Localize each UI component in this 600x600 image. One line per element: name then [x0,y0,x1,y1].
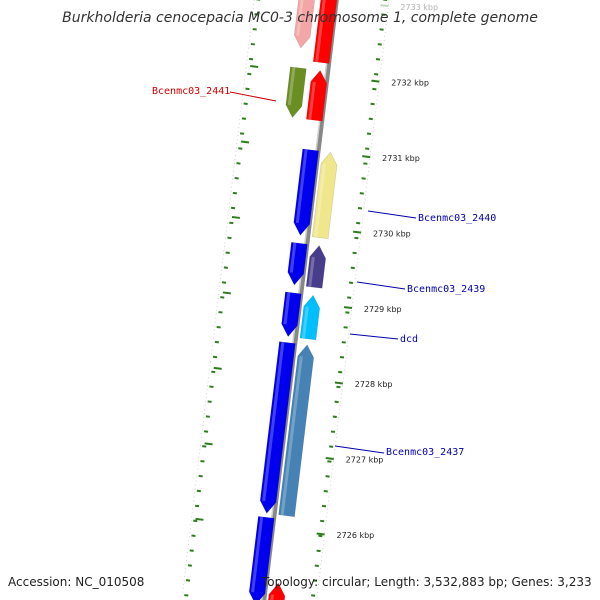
gene-feature-khaki [311,151,338,240]
gene-feature-blue-long [259,341,296,514]
major-tick-inner [231,215,241,219]
major-tick-inner [222,291,231,295]
gene-feature-highlight [295,149,308,223]
gene-feature-highlight [308,256,315,287]
gene-feature-red-top-left [293,0,315,49]
gene-label-leader [367,210,417,219]
major-tick-inner [250,65,259,68]
gene-label: dcd [400,334,418,345]
gene-label-leader [356,281,406,290]
gene-feature-highlight [287,67,296,106]
gene-feature-highlight [315,0,326,63]
tick-label: 2730 kbp [373,229,411,238]
accession-text: Accession: NC_010508 [8,575,145,589]
gene-feature-blue-large [293,148,319,236]
inner-ring-boundary [181,0,255,596]
gene-feature-highlight [280,356,303,516]
tick-label: 2728 kbp [355,380,393,389]
gene-feature-olive [285,66,307,119]
major-tick [371,79,380,83]
tick-label: 2732 kbp [391,78,429,87]
gene-feature-red-bottom [268,582,286,600]
gene-feature-blue-bottom [248,516,275,600]
major-tick-inner [195,517,204,521]
tick-label: 2726 kbp [337,531,375,540]
gene-label: Bcenmc03_2437 [386,447,464,458]
genome-summary-text: Topology: circular; Length: 3,532,883 bp… [262,575,592,589]
outer-ring-boundary [316,0,390,600]
gene-feature-red-small [305,69,328,122]
gene-label-leader [334,445,385,454]
gene-feature-highlight [289,242,297,273]
gene-feature-blue-medium [287,241,308,286]
major-tick [380,4,389,8]
gene-label: Bcenmc03_2439 [407,284,485,295]
tick-label: 2729 kbp [364,305,402,314]
gene-label-leader [349,333,399,340]
gene-feature-highlight [296,0,304,36]
gene-feature-blue-small [281,291,302,338]
major-tick [353,230,362,234]
major-tick [362,155,371,159]
gene-feature-highlight [283,292,291,325]
map-title: Burkholderia cenocepacia MC0-3 chromosom… [62,10,538,26]
gene-label-leader [229,91,277,102]
gene-feature-highlight [308,81,316,120]
gene-label: Bcenmc03_2440 [418,213,496,224]
major-tick [316,532,325,536]
gene-feature-highlight [314,163,327,238]
gene-feature-red-top-right [312,0,338,64]
gene-feature-highlight [262,341,285,502]
gene-label: Bcenmc03_2441 [152,86,230,97]
gene-feature-deep-sky-blue [299,294,321,341]
tick-label: 2727 kbp [346,456,384,465]
tick-label: 2733 kbp [400,3,438,12]
major-tick-inner [213,366,222,370]
major-tick-inner [204,442,213,446]
gene-feature-highlight [251,516,264,593]
major-tick [334,381,343,385]
major-tick-inner [240,140,250,144]
tick-label: 2731 kbp [382,154,420,163]
gene-feature-slate-blue [305,245,327,289]
gene-feature-steel-blue [278,344,315,518]
gene-feature-highlight [302,306,309,339]
gene-feature-highlight [270,594,274,600]
major-tick [325,457,334,460]
major-tick [343,306,353,310]
